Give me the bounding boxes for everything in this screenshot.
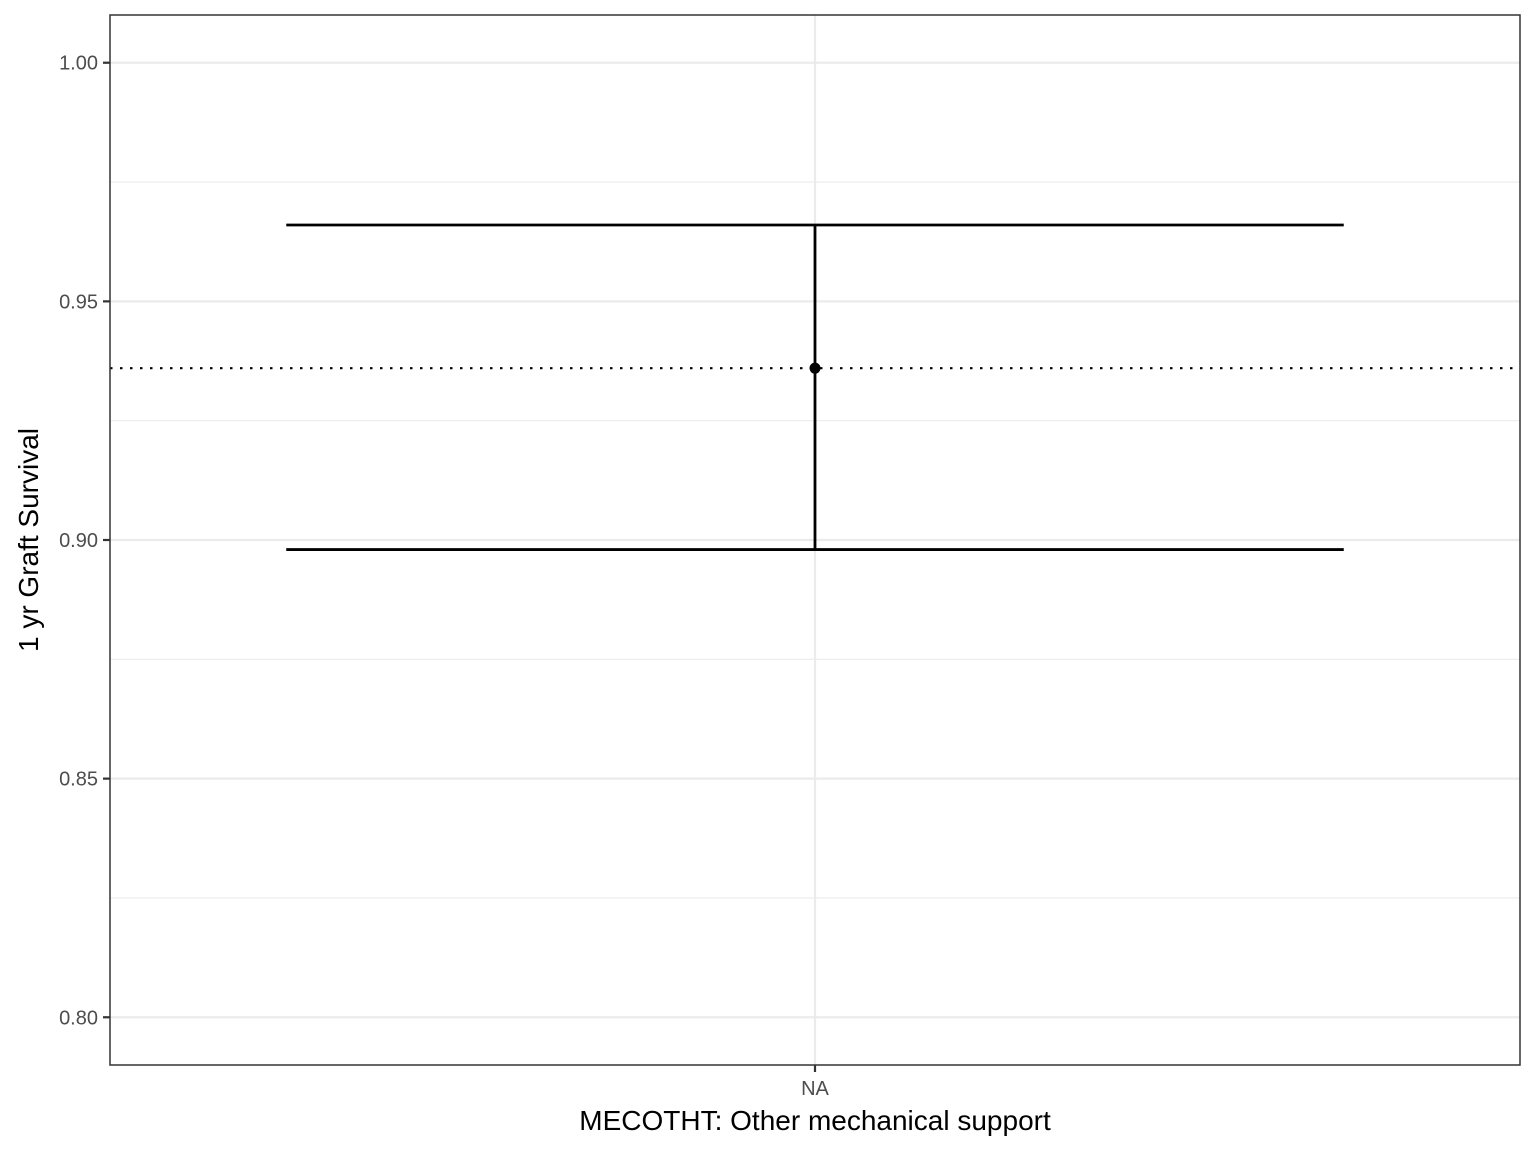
grid [110, 15, 1520, 1065]
axes: 0.80 0.85 0.90 0.95 1.00 NA [59, 53, 829, 1100]
estimate-point [809, 362, 821, 374]
data-layer [286, 223, 1344, 551]
y-tick-label: 0.85 [59, 769, 98, 791]
y-tick-label: 0.95 [59, 291, 98, 313]
y-axis-title: 1 yr Graft Survival [13, 428, 44, 652]
y-tick-label: 1.00 [59, 53, 98, 75]
y-tick-label: 0.80 [59, 1007, 98, 1029]
x-tick-label: NA [801, 1078, 829, 1100]
x-axis-title: MECOTHT: Other mechanical support [579, 1105, 1051, 1136]
y-tick-label: 0.90 [59, 530, 98, 552]
